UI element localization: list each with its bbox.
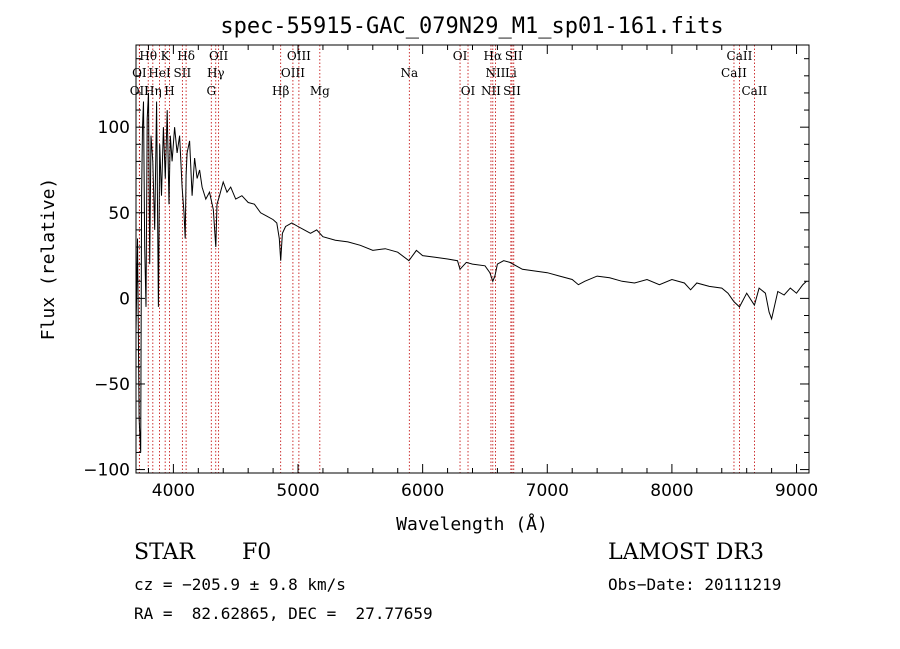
line-label: OI [453, 49, 468, 63]
line-label: Hδ [177, 49, 195, 63]
y-tick-label: 50 [108, 204, 130, 224]
y-tick-label: 0 [119, 289, 130, 309]
spectrum-series-line [135, 92, 807, 453]
line-label: SII [505, 49, 523, 63]
x-tick-label: 5000 [276, 481, 319, 501]
line-label: HeI [148, 66, 171, 80]
line-label: H [164, 84, 174, 98]
x-tick-label: 6000 [401, 481, 444, 501]
line-label: Hη [144, 84, 162, 98]
line-label: NII [481, 84, 501, 98]
line-label: G [206, 84, 216, 98]
line-label: OII [130, 84, 150, 98]
line-label: Li [505, 66, 517, 80]
x-tick-label: 8000 [650, 481, 693, 501]
survey-name: LAMOST DR3 [608, 540, 764, 565]
line-label: Hγ [207, 66, 225, 80]
object-type: STAR [134, 540, 195, 565]
y-tick-label: −50 [94, 375, 130, 395]
y-tick-label: −100 [83, 461, 130, 481]
object-subclass: F0 [242, 540, 272, 565]
x-tick-label: 7000 [526, 481, 569, 501]
line-label: OIII [287, 49, 311, 63]
x-axis-label: Wavelength (Å) [396, 513, 548, 535]
y-axis-label: Flux (relative) [38, 178, 59, 341]
x-tick-label: 4000 [152, 481, 195, 501]
redshift-velocity: cz = −205.9 ± 9.8 km/s [134, 575, 346, 594]
line-label: OI [132, 66, 147, 80]
line-label: SII [174, 66, 192, 80]
line-label: K [161, 49, 171, 63]
line-label: Na [400, 66, 418, 80]
line-label: OI [461, 84, 476, 98]
y-tick-label: 100 [98, 118, 130, 138]
line-label: OII [209, 49, 229, 63]
plot-frame [135, 44, 810, 474]
chart-title: spec-55915-GAC_079N29_M1_sp01-161.fits [220, 14, 723, 39]
line-label: Hα [484, 49, 503, 63]
line-label: CaII [741, 84, 767, 98]
spectral-line-markers [138, 45, 755, 473]
observation-date: Obs−Date: 20111219 [608, 575, 782, 594]
line-label: CaII [721, 66, 747, 80]
coordinates: RA = 82.62865, DEC = 27.77659 [134, 604, 433, 623]
line-label: CaII [727, 49, 753, 63]
x-axis: 4000 5000 6000 7000 8000 9000 [147, 45, 818, 501]
line-label: NII [485, 66, 505, 80]
x-tick-label: 9000 [775, 481, 818, 501]
y-axis: −100 −50 0 50 100 [83, 58, 809, 481]
line-label: OIII [281, 66, 305, 80]
line-label: Mg [310, 84, 330, 98]
line-label: SII [503, 84, 521, 98]
line-label: Hθ [139, 49, 157, 63]
line-label: Hβ [272, 84, 289, 98]
